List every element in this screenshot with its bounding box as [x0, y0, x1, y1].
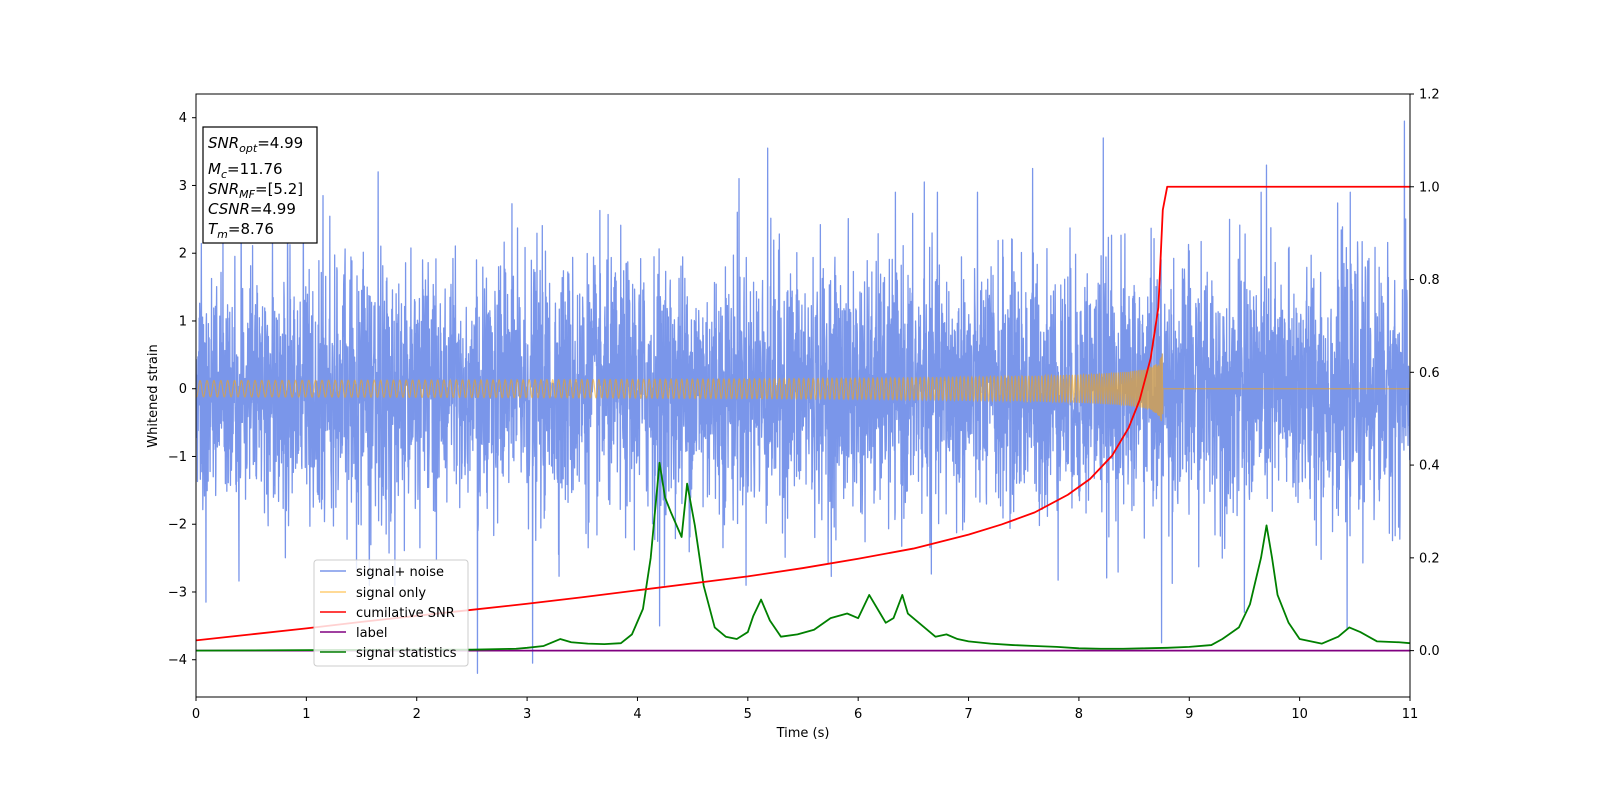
series-signal-noise [196, 120, 1410, 674]
x-tick-label: 8 [1075, 707, 1083, 722]
y-tick-label: 1 [179, 314, 187, 329]
x-tick-label: 6 [854, 707, 862, 722]
y2-tick-label: 0.0 [1419, 644, 1440, 659]
y-tick-label: 2 [179, 247, 187, 262]
y2-tick-label: 0.8 [1419, 273, 1440, 288]
plot-frame [195, 93, 1411, 698]
x-tick-label: 4 [633, 707, 641, 722]
y-axis-right: 1.2 1.0 0.8 0.6 0.4 0.2 0.0 [1410, 88, 1440, 659]
y-tick-label: 3 [179, 179, 187, 194]
y2-tick-label: 1.2 [1419, 88, 1440, 103]
legend-label-signal-only: signal only [356, 586, 426, 601]
legend-label-signal-statistics: signal statistics [356, 646, 457, 661]
x-axis-label: Time (s) [776, 726, 830, 741]
x-tick-label: 7 [964, 707, 972, 722]
legend-label-label: label [356, 626, 387, 641]
info-box-frame [202, 126, 318, 244]
y-tick-label: −1 [168, 450, 187, 465]
x-tick-label: 11 [1402, 707, 1419, 722]
y-tick-label: −2 [168, 518, 187, 533]
x-tick-label: 0 [192, 707, 200, 722]
legend: signal+ noise signal only cumilative SNR… [313, 559, 469, 667]
info-box: SNRopt=4.99 Mc=11.76 SNRMF=[5.2] CSNR=4.… [202, 126, 318, 244]
info-csnr: CSNR=4.99 [208, 200, 296, 218]
x-axis: 0 1 2 3 4 5 6 7 8 9 10 11 [192, 697, 1418, 722]
series-signal-only [196, 353, 1410, 422]
y2-tick-label: 0.4 [1419, 459, 1440, 474]
legend-label-cumulative-snr: cumilative SNR [356, 606, 455, 621]
y-tick-label: 0 [179, 382, 187, 397]
x-tick-label: 1 [302, 707, 310, 722]
y2-tick-label: 0.2 [1419, 551, 1440, 566]
series-signal-statistics [196, 461, 1410, 652]
legend-label-signal-noise: signal+ noise [356, 565, 444, 580]
info-snr-opt: SNRopt=4.99 [208, 134, 303, 155]
y-axis-label: Whitened strain [146, 344, 161, 447]
x-tick-label: 10 [1291, 707, 1308, 722]
x-tick-label: 2 [413, 707, 421, 722]
y-tick-label: −3 [168, 585, 187, 600]
y-tick-label: 4 [179, 111, 187, 126]
y-tick-label: −4 [168, 653, 187, 668]
y-axis-left: 4 3 2 1 0 −1 −2 −3 −4 [168, 111, 196, 668]
legend-frame [313, 559, 469, 667]
info-mc: Mc=11.76 [208, 160, 283, 181]
x-tick-label: 5 [744, 707, 752, 722]
x-tick-label: 9 [1185, 707, 1193, 722]
info-snr-mf: SNRMF=[5.2] [208, 180, 303, 201]
info-tm: Tm=8.76 [208, 220, 274, 241]
y2-tick-label: 0.6 [1419, 366, 1440, 381]
y2-tick-label: 1.0 [1419, 180, 1440, 195]
x-tick-label: 3 [523, 707, 531, 722]
